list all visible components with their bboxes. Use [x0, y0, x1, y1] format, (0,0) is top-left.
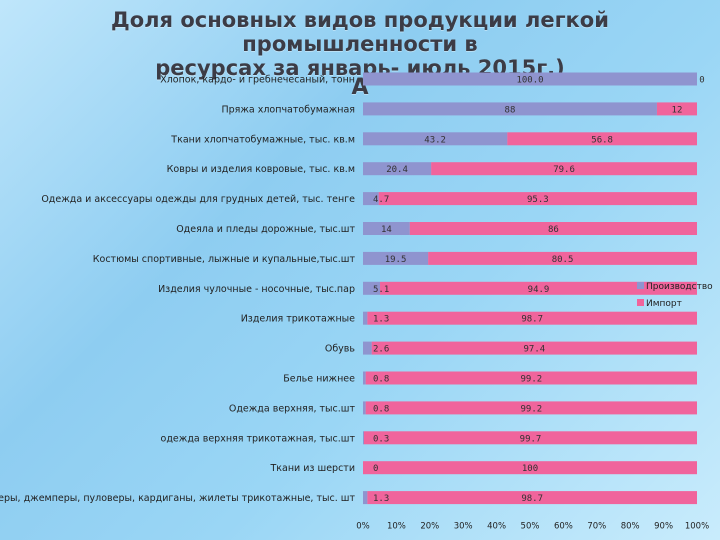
data-label-production: 0.8 — [373, 404, 389, 414]
legend-swatch-production — [637, 282, 644, 289]
x-tick-label: 100% — [685, 522, 709, 532]
category-label: Изделия чулочные - носочные, тыс.пар — [158, 284, 355, 295]
labels-layer: Хлопок, кардо- и гребнечесаный, тонн 100.… — [0, 75, 705, 505]
bar-segment-import — [367, 491, 697, 505]
category-label: одежда верхняя трикотажная, тыс.шт — [161, 433, 356, 444]
bar-segment-import — [428, 251, 697, 265]
data-label-production: 4.7 — [373, 195, 389, 205]
data-label-import: 99.2 — [520, 375, 542, 385]
data-label-production: 100.0 — [516, 76, 543, 86]
bar-segment-production — [363, 222, 410, 235]
data-label-import: 97.4 — [523, 345, 545, 355]
x-tick-label: 90% — [654, 522, 673, 532]
bar-segment-production — [363, 341, 372, 355]
data-label-production: 19.5 — [385, 255, 407, 265]
bar-segment-import — [364, 431, 697, 445]
x-tick-label: 10% — [387, 522, 406, 532]
category-label: Хлопок, кардо- и гребнечесаный, тонн — [160, 75, 355, 86]
data-label-production: 1.3 — [373, 315, 389, 325]
bar-segment-import — [365, 401, 697, 415]
legend-label-import: Импорт — [646, 299, 682, 309]
data-label-production: 0.8 — [373, 375, 389, 385]
data-label-import: 94.9 — [528, 285, 550, 295]
data-label-import: 99.2 — [520, 404, 542, 414]
data-label-production: 43.2 — [424, 135, 446, 145]
category-label: Одежда верхняя, тыс.шт — [229, 403, 356, 414]
data-label-import: 98.7 — [521, 315, 543, 325]
data-label-import: 56.8 — [591, 135, 613, 145]
bar-segment-production — [363, 102, 657, 116]
data-label-import: 86 — [548, 225, 559, 235]
x-tick-label: 60% — [554, 522, 573, 532]
legend-swatch-import — [637, 299, 644, 306]
data-label-production: 20.4 — [386, 165, 408, 175]
bar-segment-import — [378, 192, 697, 206]
bar-segment-production — [363, 192, 379, 206]
data-label-production: 1.3 — [373, 494, 389, 504]
x-axis: 0% 10% 20% 30% 40% 50% 60% 70% 80% 90% 100% — [356, 522, 709, 532]
bar-segment-import — [409, 222, 697, 235]
legend: Производство Импорт — [637, 282, 713, 309]
x-tick-label: 70% — [587, 522, 606, 532]
category-label: Изделия трикотажные — [241, 314, 355, 325]
data-label-import: 95.3 — [527, 195, 549, 205]
x-tick-label: 40% — [487, 522, 506, 532]
data-label-import: 100 — [522, 464, 538, 474]
category-label: Свитеры, джемперы, пуловеры, кардиганы, … — [0, 493, 355, 504]
bars-layer — [363, 72, 697, 505]
x-tick-label: 0% — [356, 522, 370, 532]
category-label: Пряжа хлопчатобумажная — [221, 104, 355, 115]
data-label-production: 0.3 — [373, 434, 389, 444]
bar-segment-import — [365, 371, 697, 385]
bar-segment-import — [367, 311, 697, 325]
bar-segment-production — [363, 162, 432, 176]
data-label-production: 88 — [505, 105, 516, 115]
category-label: Ткани хлопчатобумажные, тыс. кв.м — [170, 134, 355, 145]
bar-segment-production — [363, 371, 366, 385]
category-label: Ткани из шерсти — [269, 463, 355, 474]
data-label-production: 5.1 — [373, 285, 389, 295]
data-label-import: 79.6 — [553, 165, 575, 175]
category-label: Одеяла и пледы дорожные, тыс.шт — [176, 224, 355, 235]
data-label-import: 0 — [699, 76, 704, 86]
data-label-import: 98.7 — [521, 494, 543, 504]
bar-segment-import — [371, 341, 697, 355]
bar-segment-production — [363, 401, 366, 415]
data-label-production: 2.6 — [373, 345, 389, 355]
bar-segment-production — [363, 281, 381, 295]
data-label-production: 14 — [381, 225, 392, 235]
data-label-production: 0 — [373, 464, 378, 474]
bar-segment-production — [363, 431, 365, 445]
data-label-import: 99.7 — [520, 434, 542, 444]
bar-segment-import — [507, 132, 697, 146]
chart-title-line-1: Доля основных видов продукции легкой про… — [111, 8, 609, 56]
x-tick-label: 80% — [621, 522, 640, 532]
data-label-import: 12 — [672, 105, 683, 115]
bar-segment-production — [363, 311, 368, 325]
bar-segment-import — [363, 461, 697, 475]
category-label: Ковры и изделия ковровые, тыс. кв.м — [167, 164, 355, 175]
category-label: Костюмы спортивные, лыжные и купальные,т… — [93, 254, 356, 265]
category-label: Белье нижнее — [283, 374, 355, 385]
bar-segment-production — [363, 132, 508, 146]
x-tick-label: 30% — [454, 522, 473, 532]
bar-segment-production — [363, 491, 368, 505]
x-tick-label: 20% — [420, 522, 439, 532]
data-label-import: 80.5 — [552, 255, 574, 265]
bar-segment-import — [656, 102, 697, 116]
bar-segment-import — [431, 162, 697, 176]
category-label: Одежда и аксессуары одежды для грудных д… — [41, 194, 355, 205]
legend-label-production: Производство — [646, 282, 713, 292]
category-label: Обувь — [325, 344, 356, 355]
bar-segment-production — [363, 251, 429, 265]
bar-segment-production — [363, 72, 697, 86]
bar-segment-import — [380, 281, 697, 295]
x-tick-label: 50% — [521, 522, 540, 532]
